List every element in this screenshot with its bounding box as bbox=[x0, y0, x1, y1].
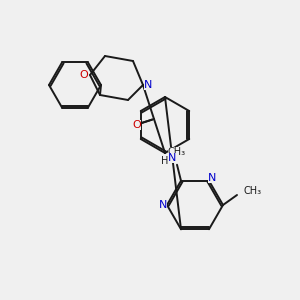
Text: N: N bbox=[144, 80, 152, 90]
Text: N: N bbox=[159, 200, 167, 210]
Text: H: H bbox=[161, 156, 169, 166]
Text: N: N bbox=[208, 173, 216, 183]
Text: N: N bbox=[168, 153, 176, 163]
Text: CH₃: CH₃ bbox=[168, 147, 186, 157]
Text: O: O bbox=[80, 70, 88, 80]
Text: CH₃: CH₃ bbox=[244, 186, 262, 196]
Text: O: O bbox=[133, 119, 141, 130]
